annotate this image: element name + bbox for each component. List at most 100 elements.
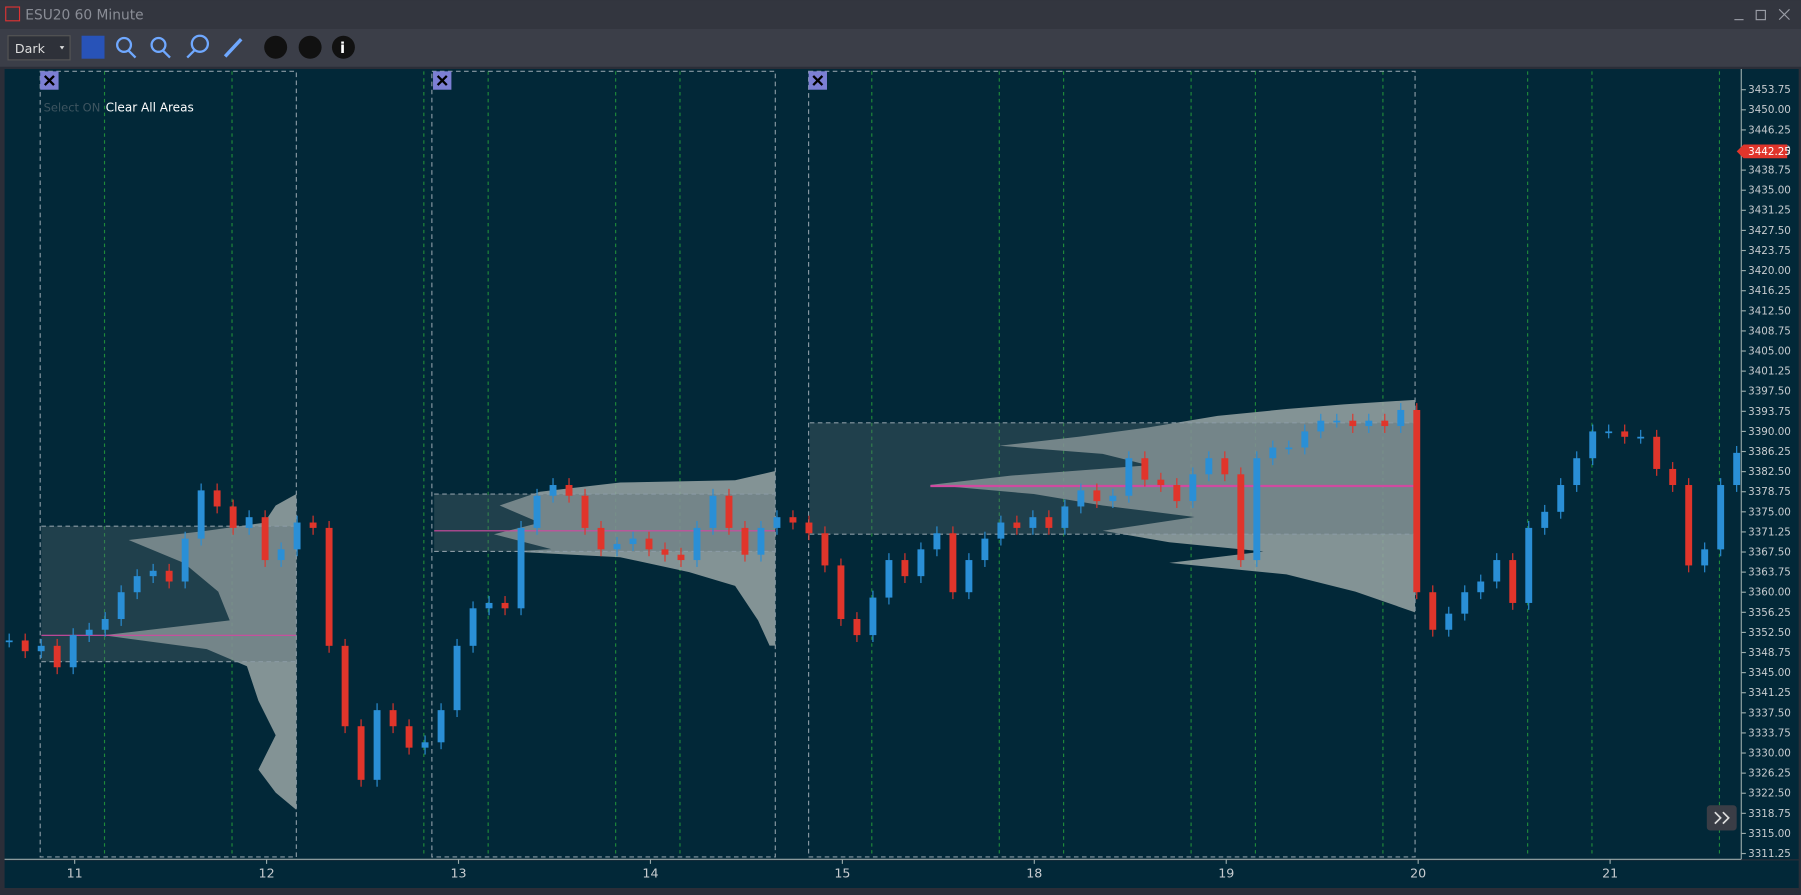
candle-body bbox=[533, 495, 541, 528]
candle-body bbox=[1253, 458, 1261, 561]
price-tick-label: 3390.00 bbox=[1748, 426, 1791, 438]
candle-body bbox=[5, 640, 13, 643]
candle-body bbox=[165, 570, 173, 582]
candle-body bbox=[1669, 468, 1677, 486]
candle-body bbox=[1573, 458, 1581, 486]
candle-body bbox=[1109, 495, 1117, 502]
candle-body bbox=[1301, 431, 1309, 448]
time-tick-label: 19 bbox=[1218, 866, 1234, 881]
candle-body bbox=[485, 602, 493, 609]
candle-body bbox=[421, 742, 429, 748]
candle-body bbox=[101, 619, 109, 630]
candle-body bbox=[741, 527, 749, 555]
axis-labels: 3453.753450.003446.253442.503438.753435.… bbox=[67, 84, 1791, 880]
price-tick-label: 3401.25 bbox=[1748, 366, 1791, 378]
candle-body bbox=[309, 522, 317, 528]
candle-body bbox=[1205, 458, 1213, 475]
candle-body bbox=[693, 527, 701, 561]
candle-body bbox=[805, 522, 813, 534]
theme-dropdown[interactable] bbox=[7, 35, 71, 61]
clear-areas-button[interactable]: Clear All Areas bbox=[106, 101, 194, 115]
candle-body bbox=[181, 538, 189, 582]
price-tick-label: 3348.75 bbox=[1748, 647, 1791, 659]
candle-body bbox=[341, 645, 349, 727]
price-tick-label: 3341.25 bbox=[1748, 687, 1791, 699]
candle-body bbox=[1045, 517, 1053, 528]
candle-body bbox=[1589, 431, 1597, 459]
candle-body bbox=[1429, 592, 1437, 630]
candle-body bbox=[21, 640, 29, 652]
candle-body bbox=[837, 565, 845, 620]
theme-label: Dark bbox=[15, 41, 46, 56]
price-tick-label: 3356.25 bbox=[1748, 607, 1791, 619]
candle-body bbox=[1125, 458, 1133, 496]
candle-body bbox=[629, 538, 637, 544]
price-tick-label: 3431.25 bbox=[1748, 205, 1791, 217]
candle-body bbox=[1013, 522, 1021, 528]
price-tick-label: 3375.00 bbox=[1748, 506, 1791, 518]
select-toggle[interactable]: Select ON bbox=[44, 101, 101, 115]
time-tick-label: 14 bbox=[642, 866, 658, 881]
candle-body bbox=[69, 635, 77, 668]
price-tick-label: 3397.50 bbox=[1748, 386, 1791, 398]
candle-body bbox=[277, 549, 285, 561]
time-tick-label: 11 bbox=[67, 866, 83, 881]
time-tick-label: 13 bbox=[450, 866, 466, 881]
price-tick-label: 3333.75 bbox=[1748, 727, 1791, 739]
candle-body bbox=[1061, 506, 1069, 528]
dropdown-arrow bbox=[59, 46, 65, 50]
candle-body bbox=[53, 645, 61, 668]
candle-body bbox=[1269, 447, 1277, 459]
candle-body bbox=[1493, 560, 1501, 582]
price-tick-label: 3405.00 bbox=[1748, 345, 1791, 357]
toolbar-icons[interactable]: i bbox=[81, 34, 355, 59]
candle-body bbox=[1365, 420, 1373, 427]
price-tick-label: 3330.00 bbox=[1748, 747, 1791, 759]
candle-body bbox=[1157, 479, 1165, 486]
candle-body bbox=[1701, 549, 1709, 566]
price-tick-label: 3311.25 bbox=[1748, 848, 1791, 860]
candle-body bbox=[261, 517, 269, 561]
price-tick-label: 3408.75 bbox=[1748, 325, 1791, 337]
candle-body bbox=[1733, 452, 1741, 486]
candle-body bbox=[789, 517, 797, 523]
price-tick-label: 3315.00 bbox=[1748, 828, 1791, 840]
candle-body bbox=[1029, 517, 1037, 528]
window-controls[interactable] bbox=[1734, 8, 1790, 21]
candle-body bbox=[501, 602, 509, 609]
candle-body bbox=[1349, 420, 1357, 427]
candle-body bbox=[133, 576, 141, 593]
candle-body bbox=[1381, 420, 1389, 427]
time-axis bbox=[4, 860, 1799, 888]
candle-body bbox=[869, 597, 877, 636]
candle-body bbox=[821, 533, 829, 566]
candle-body bbox=[85, 629, 93, 636]
candle-body bbox=[1605, 431, 1613, 434]
candle-body bbox=[613, 543, 621, 550]
price-tick-label: 3453.75 bbox=[1748, 84, 1791, 96]
current-price-label: 3442.25 bbox=[1748, 146, 1791, 158]
price-tick-label: 3386.25 bbox=[1748, 446, 1791, 458]
candle-body bbox=[1461, 592, 1469, 614]
candle-body bbox=[229, 506, 237, 528]
candle-body bbox=[1717, 485, 1725, 550]
close-area-buttons[interactable] bbox=[40, 71, 827, 90]
price-tick-label: 3450.00 bbox=[1748, 104, 1791, 116]
candle-body bbox=[1621, 431, 1629, 437]
candle-body bbox=[949, 533, 957, 593]
candle-body bbox=[549, 485, 557, 496]
candle-body bbox=[389, 710, 397, 727]
candle-body bbox=[1413, 409, 1421, 593]
candle-body bbox=[117, 592, 125, 620]
svg-text:i: i bbox=[340, 39, 345, 57]
candle-body bbox=[1653, 436, 1661, 469]
candle-body bbox=[245, 517, 253, 528]
candle-body bbox=[661, 549, 669, 555]
price-tick-label: 3367.50 bbox=[1748, 546, 1791, 558]
price-tick-label: 3435.00 bbox=[1748, 185, 1791, 197]
candle-body bbox=[709, 495, 717, 528]
candle-body bbox=[213, 490, 221, 507]
app-icon bbox=[5, 6, 21, 22]
price-tick-label: 3337.50 bbox=[1748, 707, 1791, 719]
